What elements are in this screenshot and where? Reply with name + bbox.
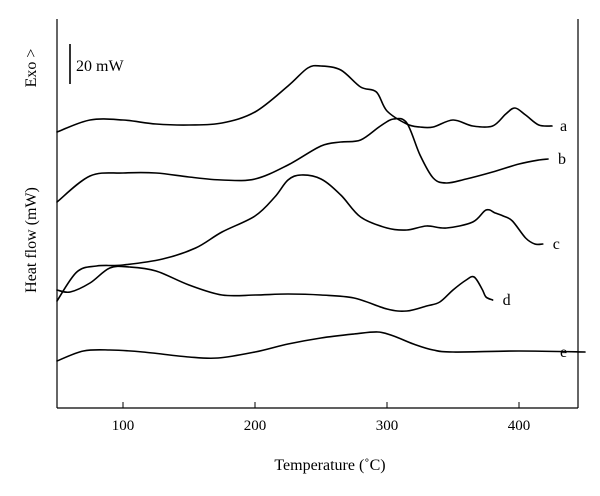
x-tick-label-100: 100	[112, 418, 135, 434]
x-axis-title: Temperature (˚C)	[274, 457, 385, 474]
exo-direction-label: Exo >	[23, 49, 40, 88]
x-tick-label-200: 200	[244, 418, 267, 434]
curve-e	[56, 331, 586, 362]
curve-d	[56, 265, 494, 313]
x-tick-label-400: 400	[508, 418, 531, 434]
curve-label-a: a	[560, 118, 567, 135]
x-tick-label-300: 300	[376, 418, 399, 434]
scale-bar: 20 mW	[69, 44, 124, 84]
curve-c	[56, 174, 544, 302]
curve-a	[56, 64, 553, 133]
curve-label-c: c	[553, 236, 560, 253]
curves	[56, 64, 586, 362]
curve-label-b: b	[558, 151, 566, 168]
curve-label-d: d	[503, 292, 511, 309]
x-tick-labels: 100 200 300 400	[112, 418, 531, 434]
plot-frame	[56, 19, 579, 409]
y-axis-title: Heat flow (mW)	[23, 187, 40, 293]
x-ticks	[122, 402, 520, 408]
curve-labels: ab c d e	[503, 118, 568, 361]
curve-b	[56, 117, 549, 203]
scale-bar-label: 20 mW	[76, 58, 124, 75]
curve-label-e: e	[560, 344, 567, 361]
